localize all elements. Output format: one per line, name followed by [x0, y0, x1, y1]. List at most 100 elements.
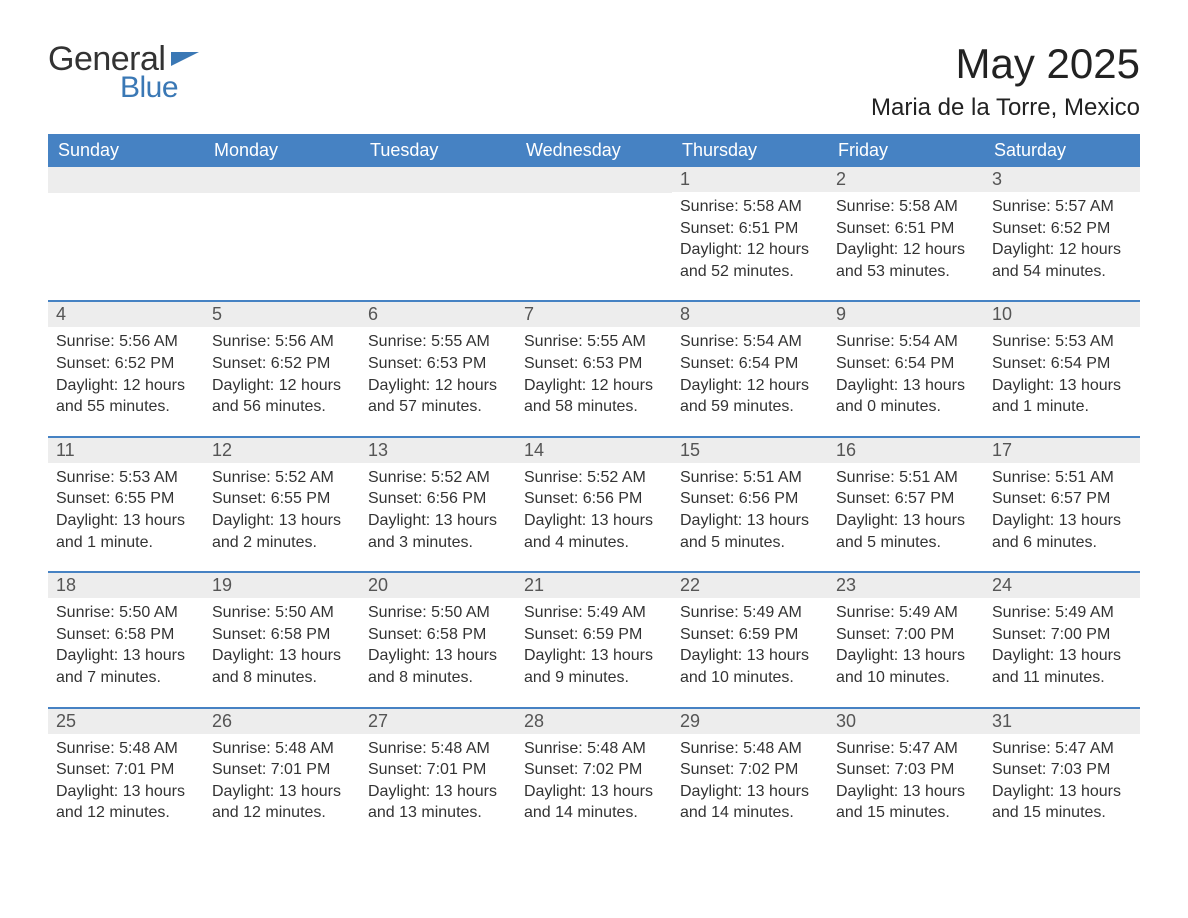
day-number: 1: [672, 167, 828, 192]
calendar-day: 1Sunrise: 5:58 AMSunset: 6:51 PMDaylight…: [672, 167, 828, 300]
sunrise-text: Sunrise: 5:50 AM: [368, 602, 508, 624]
calendar-day: [204, 167, 360, 300]
sunset-text: Sunset: 6:54 PM: [992, 353, 1132, 375]
sunrise-text: Sunrise: 5:53 AM: [992, 331, 1132, 353]
day-number: 25: [48, 709, 204, 734]
sunrise-text: Sunrise: 5:50 AM: [212, 602, 352, 624]
sunrise-text: Sunrise: 5:49 AM: [680, 602, 820, 624]
sunset-text: Sunset: 7:01 PM: [368, 759, 508, 781]
sunset-text: Sunset: 7:03 PM: [836, 759, 976, 781]
day-details: Sunrise: 5:50 AMSunset: 6:58 PMDaylight:…: [360, 598, 516, 688]
day-details: Sunrise: 5:49 AMSunset: 6:59 PMDaylight:…: [672, 598, 828, 688]
daylight-text: Daylight: 13 hours and 1 minute.: [56, 510, 196, 553]
calendar-day: 13Sunrise: 5:52 AMSunset: 6:56 PMDayligh…: [360, 438, 516, 571]
calendar-day: 25Sunrise: 5:48 AMSunset: 7:01 PMDayligh…: [48, 709, 204, 842]
day-number: 21: [516, 573, 672, 598]
daylight-text: Daylight: 13 hours and 15 minutes.: [836, 781, 976, 824]
calendar-day: 27Sunrise: 5:48 AMSunset: 7:01 PMDayligh…: [360, 709, 516, 842]
sunset-text: Sunset: 6:55 PM: [56, 488, 196, 510]
calendar-day: 29Sunrise: 5:48 AMSunset: 7:02 PMDayligh…: [672, 709, 828, 842]
sunrise-text: Sunrise: 5:52 AM: [524, 467, 664, 489]
sunset-text: Sunset: 6:59 PM: [680, 624, 820, 646]
daylight-text: Daylight: 13 hours and 12 minutes.: [56, 781, 196, 824]
sunset-text: Sunset: 6:57 PM: [992, 488, 1132, 510]
calendar-day: 8Sunrise: 5:54 AMSunset: 6:54 PMDaylight…: [672, 302, 828, 435]
day-number: [48, 167, 204, 193]
daylight-text: Daylight: 13 hours and 8 minutes.: [368, 645, 508, 688]
day-details: Sunrise: 5:54 AMSunset: 6:54 PMDaylight:…: [828, 327, 984, 417]
sunrise-text: Sunrise: 5:58 AM: [836, 196, 976, 218]
day-number: 11: [48, 438, 204, 463]
daylight-text: Daylight: 13 hours and 8 minutes.: [212, 645, 352, 688]
dow-friday: Friday: [828, 134, 984, 167]
calendar-day: 31Sunrise: 5:47 AMSunset: 7:03 PMDayligh…: [984, 709, 1140, 842]
day-number: 17: [984, 438, 1140, 463]
sunrise-text: Sunrise: 5:58 AM: [680, 196, 820, 218]
day-number: 6: [360, 302, 516, 327]
sunset-text: Sunset: 6:58 PM: [368, 624, 508, 646]
day-details: Sunrise: 5:55 AMSunset: 6:53 PMDaylight:…: [516, 327, 672, 417]
calendar-day: 9Sunrise: 5:54 AMSunset: 6:54 PMDaylight…: [828, 302, 984, 435]
daylight-text: Daylight: 13 hours and 3 minutes.: [368, 510, 508, 553]
sunrise-text: Sunrise: 5:48 AM: [368, 738, 508, 760]
sunset-text: Sunset: 6:53 PM: [368, 353, 508, 375]
day-number: 27: [360, 709, 516, 734]
day-details: Sunrise: 5:51 AMSunset: 6:57 PMDaylight:…: [984, 463, 1140, 553]
month-title: May 2025: [871, 40, 1140, 88]
day-details: Sunrise: 5:48 AMSunset: 7:02 PMDaylight:…: [672, 734, 828, 824]
day-details: Sunrise: 5:49 AMSunset: 6:59 PMDaylight:…: [516, 598, 672, 688]
sunset-text: Sunset: 7:00 PM: [836, 624, 976, 646]
day-number: 13: [360, 438, 516, 463]
sunset-text: Sunset: 7:02 PM: [680, 759, 820, 781]
daylight-text: Daylight: 13 hours and 2 minutes.: [212, 510, 352, 553]
calendar-week: 4Sunrise: 5:56 AMSunset: 6:52 PMDaylight…: [48, 300, 1140, 435]
sunset-text: Sunset: 6:54 PM: [680, 353, 820, 375]
day-details: Sunrise: 5:56 AMSunset: 6:52 PMDaylight:…: [48, 327, 204, 417]
calendar-day: 15Sunrise: 5:51 AMSunset: 6:56 PMDayligh…: [672, 438, 828, 571]
day-details: Sunrise: 5:50 AMSunset: 6:58 PMDaylight:…: [204, 598, 360, 688]
sunrise-text: Sunrise: 5:49 AM: [992, 602, 1132, 624]
calendar-day: 22Sunrise: 5:49 AMSunset: 6:59 PMDayligh…: [672, 573, 828, 706]
sunrise-text: Sunrise: 5:47 AM: [836, 738, 976, 760]
calendar-day: 28Sunrise: 5:48 AMSunset: 7:02 PMDayligh…: [516, 709, 672, 842]
sunrise-text: Sunrise: 5:53 AM: [56, 467, 196, 489]
day-details: Sunrise: 5:53 AMSunset: 6:54 PMDaylight:…: [984, 327, 1140, 417]
day-number: 10: [984, 302, 1140, 327]
daylight-text: Daylight: 13 hours and 0 minutes.: [836, 375, 976, 418]
day-details: Sunrise: 5:49 AMSunset: 7:00 PMDaylight:…: [828, 598, 984, 688]
day-number: 16: [828, 438, 984, 463]
daylight-text: Daylight: 13 hours and 9 minutes.: [524, 645, 664, 688]
sunrise-text: Sunrise: 5:55 AM: [524, 331, 664, 353]
dow-thursday: Thursday: [672, 134, 828, 167]
day-details: Sunrise: 5:57 AMSunset: 6:52 PMDaylight:…: [984, 192, 1140, 282]
day-details: Sunrise: 5:49 AMSunset: 7:00 PMDaylight:…: [984, 598, 1140, 688]
day-number: 26: [204, 709, 360, 734]
daylight-text: Daylight: 13 hours and 14 minutes.: [680, 781, 820, 824]
day-number: 15: [672, 438, 828, 463]
day-details: Sunrise: 5:52 AMSunset: 6:55 PMDaylight:…: [204, 463, 360, 553]
day-number: 28: [516, 709, 672, 734]
daylight-text: Daylight: 13 hours and 12 minutes.: [212, 781, 352, 824]
sunset-text: Sunset: 7:03 PM: [992, 759, 1132, 781]
sunset-text: Sunset: 6:55 PM: [212, 488, 352, 510]
day-number: 14: [516, 438, 672, 463]
calendar-page: General Blue May 2025 Maria de la Torre,…: [0, 0, 1188, 882]
calendar-day: 14Sunrise: 5:52 AMSunset: 6:56 PMDayligh…: [516, 438, 672, 571]
calendar-day: 17Sunrise: 5:51 AMSunset: 6:57 PMDayligh…: [984, 438, 1140, 571]
brand-part2: Blue: [120, 71, 178, 105]
calendar-day: 26Sunrise: 5:48 AMSunset: 7:01 PMDayligh…: [204, 709, 360, 842]
sunset-text: Sunset: 6:56 PM: [368, 488, 508, 510]
calendar-grid: Sunday Monday Tuesday Wednesday Thursday…: [48, 134, 1140, 842]
sunrise-text: Sunrise: 5:49 AM: [524, 602, 664, 624]
daylight-text: Daylight: 12 hours and 55 minutes.: [56, 375, 196, 418]
daylight-text: Daylight: 13 hours and 14 minutes.: [524, 781, 664, 824]
sunset-text: Sunset: 6:58 PM: [56, 624, 196, 646]
sunrise-text: Sunrise: 5:47 AM: [992, 738, 1132, 760]
calendar-day: 4Sunrise: 5:56 AMSunset: 6:52 PMDaylight…: [48, 302, 204, 435]
dow-saturday: Saturday: [984, 134, 1140, 167]
calendar-day: [516, 167, 672, 300]
day-number: 2: [828, 167, 984, 192]
daylight-text: Daylight: 12 hours and 58 minutes.: [524, 375, 664, 418]
sunset-text: Sunset: 6:52 PM: [992, 218, 1132, 240]
sunset-text: Sunset: 6:54 PM: [836, 353, 976, 375]
